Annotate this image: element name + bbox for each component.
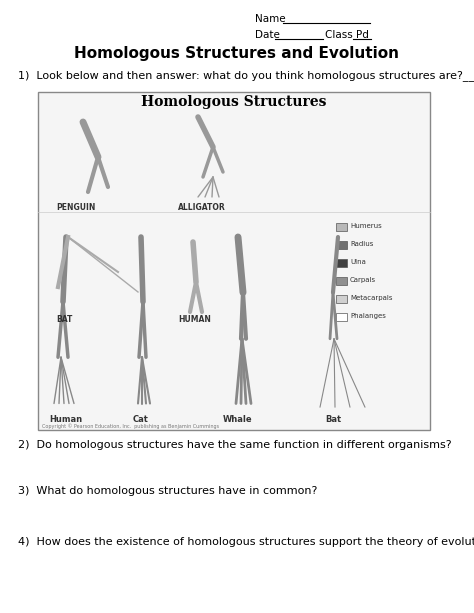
Bar (336, 241, 347, 249)
Text: Homologous Structures: Homologous Structures (141, 95, 327, 109)
Bar (336, 313, 347, 321)
Text: Humerus: Humerus (350, 223, 382, 229)
Text: PENGUIN: PENGUIN (56, 203, 95, 212)
Text: 3)  What do homologous structures have in common?: 3) What do homologous structures have in… (18, 486, 318, 496)
Text: HUMAN: HUMAN (178, 315, 211, 324)
Text: Phalanges: Phalanges (350, 313, 386, 319)
Text: Cat: Cat (133, 415, 149, 424)
Text: Name: Name (255, 14, 286, 24)
Bar (336, 223, 347, 231)
Text: Copyright © Pearson Education, Inc.  publishing as Benjamin Cummings: Copyright © Pearson Education, Inc. publ… (42, 424, 219, 429)
Bar (336, 295, 347, 303)
Text: BAT: BAT (56, 315, 73, 324)
Text: Bat: Bat (325, 415, 341, 424)
Text: 2)  Do homologous structures have the same function in different organisms?: 2) Do homologous structures have the sam… (18, 440, 452, 450)
Text: 1)  Look below and then answer: what do you think homologous structures are?____: 1) Look below and then answer: what do y… (18, 70, 474, 81)
Bar (38, 92, 430, 430)
Text: Homologous Structures and Evolution: Homologous Structures and Evolution (74, 46, 400, 61)
Text: Human: Human (49, 415, 82, 424)
Text: Radius: Radius (350, 241, 374, 247)
Text: Class Pd: Class Pd (325, 30, 369, 40)
Text: Carpals: Carpals (350, 277, 376, 283)
Text: 4)  How does the existence of homologous structures support the theory of evolut: 4) How does the existence of homologous … (18, 537, 474, 547)
Text: Ulna: Ulna (350, 259, 366, 265)
Text: Whale: Whale (223, 415, 253, 424)
Text: Date: Date (255, 30, 280, 40)
Text: ALLIGATOR: ALLIGATOR (178, 203, 226, 212)
Bar (336, 277, 347, 285)
Bar (336, 259, 347, 267)
Text: Metacarpals: Metacarpals (350, 295, 392, 301)
